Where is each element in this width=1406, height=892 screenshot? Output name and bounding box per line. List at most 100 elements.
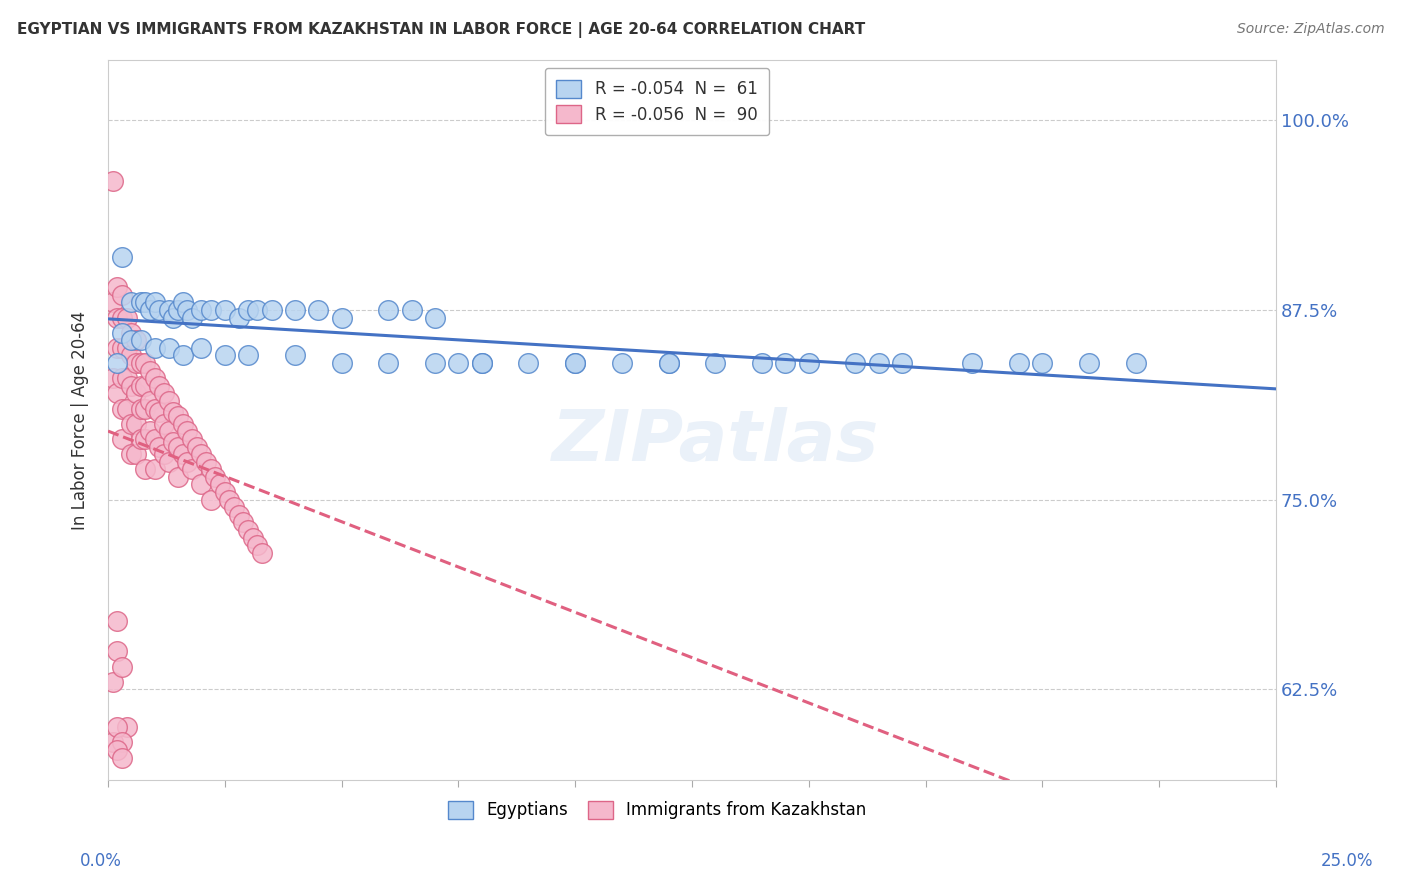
Point [1078,356,1101,370]
Point [105,614,128,628]
Point [134,295,156,310]
Point [176,455,198,469]
Point [214,302,236,317]
Point [111,659,134,673]
Point [162,404,184,418]
Point [228,310,250,325]
Point [190,341,212,355]
Point [704,356,727,370]
Point [181,462,204,476]
Point [167,302,190,317]
Point [610,356,633,370]
Point [134,462,156,476]
Point [176,302,198,317]
Point [195,455,218,469]
Point [115,720,138,734]
Point [129,295,152,310]
Point [125,333,148,347]
Point [143,371,166,385]
Point [129,356,152,370]
Point [214,485,236,500]
Point [242,531,264,545]
Point [260,302,283,317]
Point [115,371,138,385]
Point [134,356,156,370]
Point [153,447,176,461]
Point [172,447,194,461]
Text: ZIPatlas: ZIPatlas [551,407,879,476]
Point [162,434,184,449]
Point [564,356,586,370]
Point [775,356,797,370]
Point [218,492,240,507]
Point [423,310,446,325]
Point [471,356,494,370]
Point [111,326,134,340]
Point [143,341,166,355]
Point [111,341,134,355]
Point [181,310,204,325]
Point [105,386,128,401]
Point [148,404,170,418]
Point [111,371,134,385]
Point [120,333,142,347]
Point [190,302,212,317]
Point [236,349,259,363]
Point [105,356,128,370]
Point [157,394,180,409]
Legend: Egyptians, Immigrants from Kazakhstan: Egyptians, Immigrants from Kazakhstan [441,794,873,826]
Point [236,523,259,537]
Point [134,432,156,446]
Point [797,356,820,370]
Point [172,417,194,431]
Point [250,546,273,560]
Point [120,379,142,393]
Point [190,477,212,491]
Point [129,401,152,416]
Point [377,302,399,317]
Point [111,735,134,749]
Point [115,401,138,416]
Point [1008,356,1031,370]
Point [517,356,540,370]
Point [120,447,142,461]
Point [111,310,134,325]
Point [105,310,128,325]
Point [307,302,329,317]
Point [139,425,162,439]
Point [143,295,166,310]
Point [236,302,259,317]
Point [423,356,446,370]
Point [129,379,152,393]
Point [111,401,134,416]
Point [148,440,170,454]
Point [157,341,180,355]
Point [891,356,914,370]
Point [101,674,124,689]
Point [120,326,142,340]
Point [200,462,222,476]
Point [101,295,124,310]
Point [228,508,250,522]
Point [143,401,166,416]
Point [658,356,681,370]
Point [105,720,128,734]
Point [148,302,170,317]
Point [129,432,152,446]
Point [111,750,134,764]
Point [447,356,470,370]
Point [377,356,399,370]
Point [200,492,222,507]
Y-axis label: In Labor Force | Age 20-64: In Labor Force | Age 20-64 [72,310,89,530]
Point [101,371,124,385]
Point [844,356,866,370]
Point [172,295,194,310]
Point [224,500,246,515]
Point [115,310,138,325]
Point [153,417,176,431]
Point [284,349,307,363]
Point [105,644,128,658]
Point [157,425,180,439]
Point [101,174,124,188]
Point [200,302,222,317]
